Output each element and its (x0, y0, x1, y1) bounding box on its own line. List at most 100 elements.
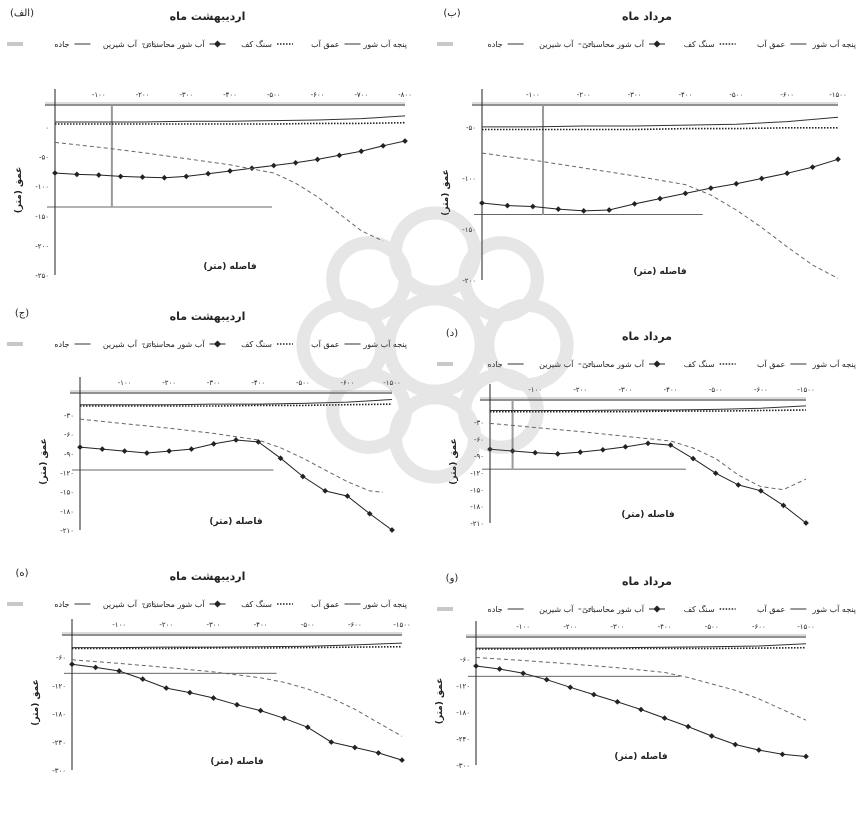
data-point (314, 156, 321, 163)
x-tick-label: -۴۰۰ (251, 379, 265, 387)
data-point (735, 482, 742, 488)
x-tick-label: -۶۰۰ (780, 91, 794, 99)
data-point (685, 723, 691, 730)
data-point (554, 451, 561, 457)
legend-item: پنجه آب شور (344, 339, 407, 349)
x-tick-label: -۴۰۰ (664, 386, 678, 394)
series-line (79, 418, 384, 493)
data-point (300, 473, 306, 480)
x-axis-label: فاصله (متر) (203, 262, 256, 272)
y-tick-label: -۱۵۰ (462, 226, 476, 234)
legend-label: جاده (54, 40, 69, 49)
data-point (504, 202, 511, 209)
series-line (80, 399, 393, 406)
y-axis-label: عمق (متر) (14, 167, 24, 214)
data-point (479, 200, 485, 206)
chart-title: مرداد ماه (622, 10, 672, 23)
series-line (71, 659, 403, 737)
x-tick-label: -۶۰۰ (311, 91, 325, 99)
x-tick-label: -۳۰۰ (207, 621, 221, 629)
y-tick-label: -۶۰ (64, 431, 74, 439)
legend-label: جاده (54, 600, 69, 609)
data-point (600, 446, 606, 453)
data-point (758, 487, 764, 494)
data-point (92, 664, 99, 671)
legend-label: آب شور محاسباتی (582, 604, 645, 614)
legend-item: آب شیرین (74, 339, 138, 349)
x-tick-label: -۶۰۰ (754, 386, 768, 394)
legend-item: سنگ کف (649, 359, 715, 369)
data-point (95, 172, 102, 178)
data-point (183, 173, 190, 180)
chart-panel-6: مرداد ماه (و) جاده آب شیرین آب شور محاسباتی س… (435, 573, 856, 770)
data-point (555, 206, 562, 212)
legend-item: جاده (7, 600, 70, 609)
data-point (366, 510, 373, 517)
x-tick-label: -۱۵۰۰ (393, 621, 411, 629)
data-point (712, 470, 719, 477)
legend-label: سنگ کف (241, 339, 272, 349)
data-point (758, 175, 765, 182)
x-axis-label: فاصله (متر) (621, 510, 674, 520)
y-tick-label: -۱۰۰ (462, 175, 476, 183)
x-tick-label: -۷۰۰ (354, 91, 368, 99)
x-tick-label: -۵۰۰ (709, 386, 723, 394)
y-tick-label: -۱۰۰ (35, 183, 49, 191)
x-tick-label: -۴۰۰ (223, 91, 237, 99)
data-point (352, 744, 358, 751)
series-line (80, 403, 393, 407)
x-tick-label: -۲۰۰ (577, 91, 591, 99)
data-point (116, 668, 122, 674)
data-point (205, 170, 211, 177)
chart-title: اردیبهشت ماه (170, 10, 246, 23)
data-point (532, 449, 538, 456)
data-point (784, 170, 790, 177)
data-point (631, 201, 638, 207)
data-point (139, 174, 146, 180)
data-point (835, 156, 841, 163)
data-point (496, 666, 503, 672)
data-point (657, 195, 663, 202)
x-tick-label: -۲۰۰ (159, 621, 173, 629)
legend-item: عمق آب (277, 339, 340, 349)
chart-title: مرداد ماه (622, 575, 672, 588)
series-line (55, 115, 406, 123)
legend-item: عمق آب (719, 604, 785, 614)
x-tick-label: -۳۰۰ (628, 91, 642, 99)
legend-item: جاده (437, 605, 503, 614)
x-tick-label: -۱۰۰ (112, 621, 126, 629)
legend-label: پنجه آب شور (811, 604, 856, 614)
x-tick-label: -۴۰۰ (679, 91, 693, 99)
data-point (389, 527, 395, 533)
data-point (803, 520, 809, 526)
x-axis-label: فاصله (متر) (210, 757, 263, 767)
legend-item: عمق آب (277, 39, 340, 49)
chart-panel-4: مرداد ماه (د) جاده آب شیرین آب شور محاسباتی س… (437, 328, 856, 528)
x-tick-label: ۰ (53, 91, 57, 99)
legend-item: جاده (437, 360, 503, 369)
legend-item: آب شیرین (507, 604, 574, 614)
x-tick-label: -۴۰۰ (658, 623, 672, 631)
data-point (733, 180, 740, 187)
series-line (55, 121, 406, 125)
x-tick-label: ۰ (488, 386, 492, 394)
legend-item: آب شور محاسباتی (578, 604, 645, 614)
y-tick-label: -۵۰ (466, 124, 476, 132)
legend-label: جاده (488, 40, 503, 49)
y-tick-label: -۶۰ (56, 654, 66, 662)
legend-item: عمق آب (719, 359, 785, 369)
series-line (72, 642, 403, 649)
legend-item: جاده (437, 40, 503, 49)
x-tick-label: -۱۵۰۰ (383, 379, 401, 387)
data-point (622, 444, 629, 450)
legend-label: آب شور محاسباتی (143, 339, 206, 349)
x-tick-label: -۳۰۰ (611, 623, 625, 631)
legend-label: آب شیرین (103, 599, 138, 609)
y-tick-label: -۲۱۰ (60, 527, 74, 535)
x-tick-label: -۶۰۰ (348, 621, 362, 629)
y-tick-label: -۱۸۰ (52, 711, 66, 719)
y-axis-label: عمق (متر) (31, 679, 41, 726)
data-point (732, 741, 739, 748)
legend-item: سنگ کف (649, 39, 715, 49)
data-point (543, 676, 550, 683)
